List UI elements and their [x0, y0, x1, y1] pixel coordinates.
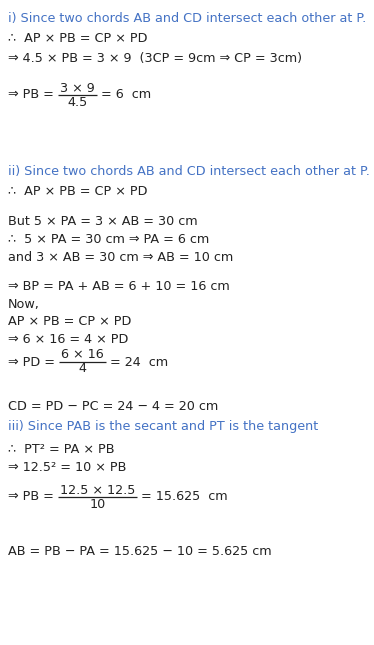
Text: i) Since two chords AB and CD intersect each other at P.: i) Since two chords AB and CD intersect …	[8, 12, 366, 25]
Text: 6 × 16: 6 × 16	[61, 348, 104, 361]
Text: 12.5 × 12.5: 12.5 × 12.5	[60, 484, 135, 497]
Text: ⇒ PB =: ⇒ PB =	[8, 490, 58, 504]
Text: AB = PB − PA = 15.625 − 10 = 5.625 cm: AB = PB − PA = 15.625 − 10 = 5.625 cm	[8, 545, 272, 558]
Text: CD = PD − PC = 24 − 4 = 20 cm: CD = PD − PC = 24 − 4 = 20 cm	[8, 400, 218, 413]
Text: ∴  5 × PA = 30 cm ⇒ PA = 6 cm: ∴ 5 × PA = 30 cm ⇒ PA = 6 cm	[8, 233, 209, 246]
Text: Now,: Now,	[8, 298, 40, 311]
Text: ⇒ 6 × 16 = 4 × PD: ⇒ 6 × 16 = 4 × PD	[8, 333, 128, 346]
Text: ∴  AP × PB = CP × PD: ∴ AP × PB = CP × PD	[8, 185, 147, 198]
Text: = 6  cm: = 6 cm	[101, 88, 151, 101]
Text: But 5 × PA = 3 × AB = 30 cm: But 5 × PA = 3 × AB = 30 cm	[8, 215, 197, 228]
Text: AP × PB = CP × PD: AP × PB = CP × PD	[8, 315, 131, 328]
Text: ⇒ PD =: ⇒ PD =	[8, 355, 59, 368]
Text: ⇒ BP = PA + AB = 6 + 10 = 16 cm: ⇒ BP = PA + AB = 6 + 10 = 16 cm	[8, 280, 230, 293]
Text: ⇒ 4.5 × PB = 3 × 9  (3CP = 9cm ⇒ CP = 3cm): ⇒ 4.5 × PB = 3 × 9 (3CP = 9cm ⇒ CP = 3cm…	[8, 52, 302, 65]
Text: 4.5: 4.5	[67, 95, 88, 108]
Text: iii) Since PAB is the secant and PT is the tangent: iii) Since PAB is the secant and PT is t…	[8, 420, 318, 433]
Text: ⇒ 12.5² = 10 × PB: ⇒ 12.5² = 10 × PB	[8, 461, 126, 474]
Text: ∴  PT² = PA × PB: ∴ PT² = PA × PB	[8, 443, 114, 456]
Text: and 3 × AB = 30 cm ⇒ AB = 10 cm: and 3 × AB = 30 cm ⇒ AB = 10 cm	[8, 251, 233, 264]
Text: 4: 4	[79, 362, 86, 375]
Text: ∴  AP × PB = CP × PD: ∴ AP × PB = CP × PD	[8, 32, 147, 45]
Text: = 24  cm: = 24 cm	[110, 355, 168, 368]
Text: 10: 10	[89, 497, 106, 510]
Text: = 15.625  cm: = 15.625 cm	[141, 490, 228, 504]
Text: ii) Since two chords AB and CD intersect each other at P.: ii) Since two chords AB and CD intersect…	[8, 165, 370, 178]
Text: 3 × 9: 3 × 9	[60, 81, 95, 95]
Text: ⇒ PB =: ⇒ PB =	[8, 88, 58, 101]
